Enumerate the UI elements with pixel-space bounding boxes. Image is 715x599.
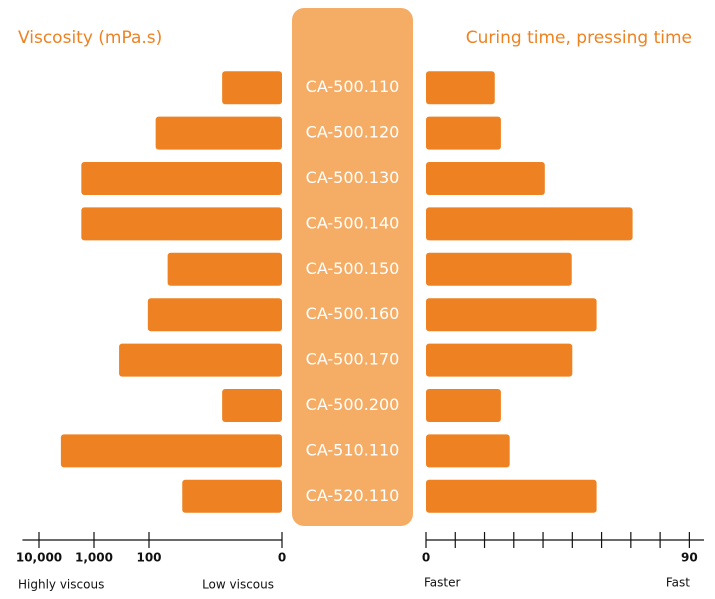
category-label: CA-500.140 bbox=[306, 213, 400, 232]
bar bbox=[155, 116, 282, 150]
axis-end-label: Faster bbox=[424, 576, 460, 590]
category-label: CA-500.170 bbox=[306, 350, 400, 369]
bar bbox=[60, 434, 282, 468]
bar bbox=[426, 389, 501, 422]
bar bbox=[426, 116, 501, 150]
bar bbox=[81, 162, 282, 195]
axis-end-label: Low viscous bbox=[202, 578, 274, 592]
bar bbox=[426, 479, 597, 513]
bar bbox=[426, 71, 495, 105]
category-column bbox=[292, 8, 413, 526]
x-tick-label: 10,000 bbox=[16, 551, 62, 565]
category-label: CA-500.160 bbox=[306, 304, 400, 323]
axis-end-label: Fast bbox=[666, 576, 690, 590]
category-label: CA-500.110 bbox=[306, 77, 400, 96]
left-title: Viscosity (mPa.s) bbox=[18, 28, 162, 48]
category-label: CA-500.200 bbox=[306, 395, 400, 414]
bar bbox=[426, 298, 597, 332]
right-title: Curing time, pressing time bbox=[466, 28, 692, 48]
x-tick-label: 90 bbox=[681, 551, 698, 565]
x-tick-label: 0 bbox=[422, 551, 430, 565]
x-tick-label: 0 bbox=[278, 551, 286, 565]
category-label: CA-520.110 bbox=[306, 486, 400, 505]
x-tick-label: 1,000 bbox=[75, 551, 113, 565]
bar bbox=[147, 298, 282, 332]
category-label: CA-500.150 bbox=[306, 259, 400, 278]
bar bbox=[222, 389, 282, 422]
bar bbox=[426, 252, 572, 286]
bar bbox=[222, 71, 282, 105]
bar bbox=[426, 162, 545, 195]
category-label: CA-510.110 bbox=[306, 440, 400, 459]
bar bbox=[426, 343, 573, 377]
axis-end-label: Highly viscous bbox=[18, 578, 104, 592]
bar bbox=[182, 479, 282, 513]
bar bbox=[426, 434, 510, 468]
bar bbox=[167, 252, 282, 286]
bar bbox=[426, 207, 633, 241]
bar bbox=[119, 343, 282, 377]
category-label: CA-500.130 bbox=[306, 168, 400, 187]
category-label: CA-500.120 bbox=[306, 123, 400, 142]
x-tick-label: 100 bbox=[136, 551, 161, 565]
bar bbox=[81, 207, 282, 241]
